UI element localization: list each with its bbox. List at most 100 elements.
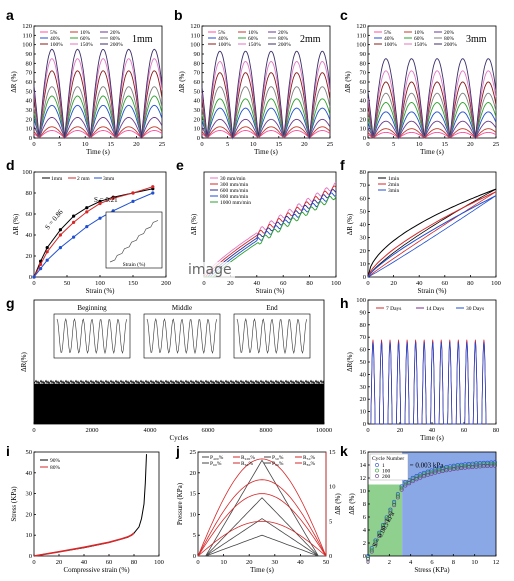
y2-tick-label-j: 0 bbox=[329, 553, 332, 560]
data-point-k bbox=[380, 524, 385, 529]
x-axis-label-e: Strain (%) bbox=[256, 287, 286, 295]
legend-label-b: 150% bbox=[248, 42, 261, 48]
y-tick-label-j: 25 bbox=[190, 449, 197, 456]
image-watermark: image bbox=[185, 262, 235, 278]
x-tick-label-a: 25 bbox=[159, 141, 166, 148]
y2-axis-label-j: ΔR (%) bbox=[334, 493, 342, 515]
y-tick-label-k: 8 bbox=[363, 501, 366, 508]
series-line-f bbox=[367, 188, 497, 278]
data-point-k bbox=[492, 463, 497, 468]
x-tick-label-d: 150 bbox=[128, 280, 138, 287]
y-tick-label-b: 100 bbox=[190, 42, 200, 49]
panel-letter-j: j bbox=[175, 443, 180, 459]
y-tick-label-h: 0 bbox=[363, 421, 366, 428]
series-line-d bbox=[33, 188, 153, 278]
x-tick-label-j: 30 bbox=[272, 559, 279, 566]
legend-label-d: 1mm bbox=[51, 176, 63, 182]
legend-label-h: 14 Days bbox=[426, 306, 444, 312]
legend-label-b: 10% bbox=[248, 30, 259, 36]
y-tick-label-i: 50 bbox=[26, 449, 33, 456]
y-tick-label-c: 60 bbox=[360, 79, 367, 86]
x-tick-label-c: 5 bbox=[392, 141, 395, 148]
data-point-d bbox=[111, 196, 115, 200]
series-line-d bbox=[33, 192, 153, 278]
x-tick-label-j: 10 bbox=[220, 559, 227, 566]
legend-label-a: 100% bbox=[50, 42, 63, 48]
data-point-d bbox=[98, 201, 102, 206]
inset-wave-g bbox=[56, 317, 127, 355]
y-tick-label-h: 40 bbox=[360, 371, 367, 378]
data-point-k bbox=[429, 470, 434, 475]
legend-label-a: 200% bbox=[110, 42, 123, 48]
y-tick-label-a: 0 bbox=[29, 135, 32, 142]
data-point-k bbox=[399, 487, 404, 492]
data-point-d bbox=[72, 235, 76, 239]
data-point-k bbox=[403, 481, 408, 486]
resistance-line-j bbox=[197, 458, 327, 557]
data-point-k bbox=[421, 472, 426, 477]
data-point-d bbox=[85, 206, 89, 210]
legend-label-b: 200% bbox=[278, 42, 291, 48]
y-tick-label-c: 110 bbox=[356, 32, 366, 39]
x-tick-label-i: 20 bbox=[56, 559, 63, 566]
y-axis-label-f: ΔR (%) bbox=[346, 213, 354, 235]
data-point-k bbox=[410, 477, 415, 482]
x-tick-label-c: 0 bbox=[366, 141, 369, 148]
pressure-line-j bbox=[198, 534, 326, 557]
series-line-b bbox=[201, 50, 331, 139]
y-axis-label-d: ΔR (%) bbox=[12, 213, 20, 235]
data-point-k bbox=[384, 516, 389, 521]
y-axis-label-c: ΔR (%) bbox=[344, 71, 352, 93]
x-tick-label-d: 0 bbox=[32, 280, 35, 287]
legend-title-k: Cycle Number bbox=[372, 456, 404, 462]
data-point-k bbox=[481, 464, 486, 469]
y-tick-label-f: 30 bbox=[360, 235, 367, 242]
data-point-k bbox=[407, 479, 412, 484]
series-line-f bbox=[367, 191, 497, 278]
legend-label-a: 80% bbox=[110, 36, 121, 42]
data-point-d bbox=[39, 267, 43, 271]
data-point-k bbox=[365, 557, 370, 562]
legend-label-c: 200% bbox=[444, 42, 457, 48]
data-point-k bbox=[384, 518, 389, 523]
data-point-k bbox=[485, 462, 490, 467]
y-tick-label-b: 120 bbox=[190, 23, 200, 30]
data-point-k bbox=[414, 477, 419, 482]
data-point-k bbox=[373, 541, 378, 546]
legend-label-d: 3mm bbox=[103, 176, 115, 182]
x-tick-label-g: 6000 bbox=[202, 427, 215, 434]
series-line-f bbox=[367, 195, 497, 278]
data-point-k bbox=[414, 475, 419, 480]
x-tick-label-i: 60 bbox=[106, 559, 113, 566]
x-tick-label-e: 100 bbox=[331, 280, 341, 287]
y-tick-label-c: 120 bbox=[356, 23, 366, 30]
x-tick-label-a: 0 bbox=[32, 141, 35, 148]
legend-label-j: R₆₀% bbox=[241, 461, 254, 467]
data-point-k bbox=[444, 466, 449, 471]
x-tick-label-e: 60 bbox=[280, 280, 287, 287]
y-tick-label-i: 10 bbox=[26, 532, 33, 539]
x-axis-label-i: Compressive strain (%) bbox=[63, 566, 130, 574]
data-point-k bbox=[433, 470, 438, 475]
y-tick-label-f: 20 bbox=[360, 248, 367, 255]
x-tick-label-j: 20 bbox=[246, 559, 253, 566]
x-tick-label-e: 0 bbox=[202, 280, 205, 287]
y-tick-label-j: 20 bbox=[190, 470, 197, 477]
x-tick-label-h: 0 bbox=[366, 427, 369, 434]
x-tick-label-b: 15 bbox=[276, 141, 283, 148]
y-tick-label-d: 80 bbox=[26, 190, 33, 197]
x-tick-label-d: 200 bbox=[161, 280, 171, 287]
data-point-d bbox=[45, 246, 49, 250]
resistance-line-j bbox=[197, 493, 327, 557]
y-tick-label-i: 0 bbox=[29, 553, 32, 560]
y-tick-label-a: 90 bbox=[26, 51, 33, 58]
y-tick-label-c: 50 bbox=[360, 88, 367, 95]
data-point-k bbox=[407, 481, 412, 486]
y-tick-label-f: 10 bbox=[360, 261, 367, 268]
panel-a: 0 5 10 15 20 25 0 10 20 30 40 50 60 70 80 90 100 110 120 Ti… bbox=[6, 7, 165, 156]
resistance-line-j bbox=[197, 520, 327, 557]
x-tick-label-k: 8 bbox=[452, 559, 455, 566]
inset-wave-g bbox=[236, 317, 307, 355]
pressure-line-j bbox=[198, 497, 326, 557]
data-point-k bbox=[455, 464, 460, 469]
